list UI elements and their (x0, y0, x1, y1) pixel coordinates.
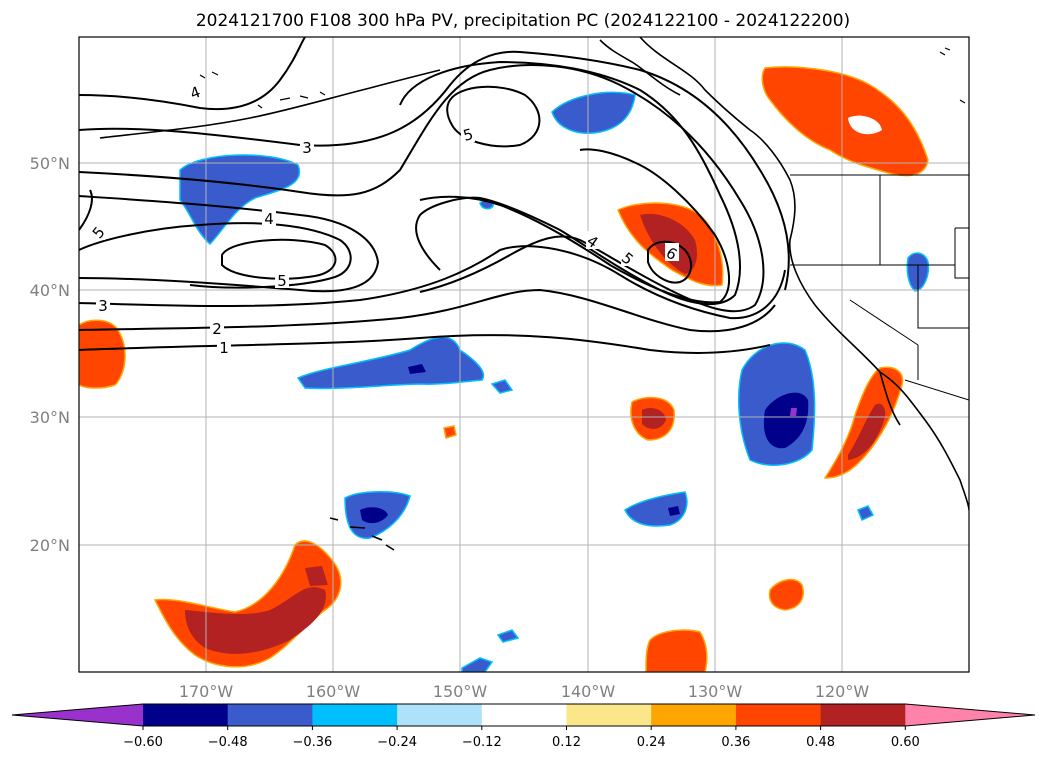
colorbar-segment (820, 704, 906, 726)
contour-label-2: 2 (212, 320, 222, 338)
precip-neg-area (496, 629, 520, 643)
precip-neg-area (461, 657, 494, 672)
colorbar-tick-label: −0.36 (292, 735, 332, 750)
colorbar-tick-label: 0.12 (552, 735, 581, 750)
colorbar-segment (735, 704, 822, 726)
colorbar-tick-label: 0.24 (637, 735, 666, 750)
precip-neg-area (179, 154, 301, 246)
pv-contour-5-cap (446, 85, 541, 148)
colorbar: −0.60 −0.48 −0.36 −0.24 −0.12 0.12 0.24 0.36 0.4… (11, 703, 1036, 750)
pv-contour-5-east (419, 148, 731, 304)
lon-label: 130°W (688, 682, 743, 701)
precip-neg-area (408, 364, 426, 374)
precip-neg-area (296, 336, 485, 390)
pv-contour-3-west (79, 189, 93, 231)
colorbar-segment (312, 704, 398, 726)
border-us-states (790, 175, 969, 401)
pv-contour-6-loop (647, 240, 692, 284)
lon-label: 160°W (306, 682, 361, 701)
colorbar-segment (481, 704, 567, 726)
contour-label-3b: 3 (302, 139, 312, 157)
map-frame (78, 36, 970, 673)
precip-neg-area (857, 505, 875, 522)
precip-positive-fills (79, 66, 929, 672)
coastline-aleutians (99, 69, 441, 139)
precip-neg-area (624, 491, 688, 527)
precip-pos-area (443, 425, 457, 439)
colorbar-tick-label: −0.60 (123, 735, 163, 750)
pv-contour-3-south (79, 245, 786, 320)
precip-pos-area (185, 587, 326, 654)
contour-label-5a: 5 (277, 272, 287, 290)
lon-label: 150°W (433, 682, 488, 701)
colorbar-tick-label: −0.12 (462, 735, 502, 750)
precip-pos-area (642, 408, 666, 429)
precip-neg-area (763, 392, 809, 449)
colorbar-tick-label: −0.24 (377, 735, 417, 750)
contour-label-5b: 5 (461, 125, 475, 145)
lon-label: 170°W (179, 682, 234, 701)
islands (199, 47, 966, 109)
lat-label: 40°N (30, 281, 70, 300)
precip-pos-area (848, 115, 882, 135)
colorbar-tick-label: 0.48 (806, 735, 835, 750)
precip-neg-area (668, 506, 680, 516)
lat-label: 30°N (30, 408, 70, 427)
map-panel: 1 2 3 3 4 4 4 5 5 5 5 6 50°N (30, 36, 970, 701)
precip-negative-fills (179, 91, 930, 672)
colorbar-segment (566, 704, 652, 726)
pv-contour-3-north (79, 50, 790, 291)
colorbar-tick-label: 0.36 (721, 735, 750, 750)
contour-label-1: 1 (219, 339, 229, 357)
colorbar-segment (651, 704, 737, 726)
gridlines (79, 37, 969, 672)
colorbar-extend-min (12, 704, 143, 726)
longitude-labels: 170°W 160°W 150°W 140°W 130°W 120°W (179, 682, 870, 701)
lon-label: 120°W (815, 682, 870, 701)
precip-pos-area (823, 366, 904, 479)
latitude-labels: 50°N 40°N 30°N 20°N (30, 154, 70, 555)
precip-neg-area (360, 507, 388, 524)
coastline-north-america (639, 37, 969, 511)
colorbar-extend-max (905, 704, 1035, 726)
pv-contour-5-loop (221, 238, 337, 280)
precip-neg-area (551, 91, 636, 134)
precip-pos-area (305, 566, 328, 586)
pv-contour-4-inner (79, 64, 765, 313)
pv-contour-2 (79, 288, 776, 333)
lat-label: 50°N (30, 154, 70, 173)
colorbar-segment (143, 704, 229, 726)
colorbar-segment (397, 704, 483, 726)
precip-pos-area (79, 319, 126, 389)
colorbar-tick-label: −0.48 (208, 735, 248, 750)
precip-pos-area (768, 578, 804, 611)
pv-contour-5-west (79, 195, 380, 293)
precip-pos-area (848, 403, 886, 460)
lat-label: 20°N (30, 536, 70, 555)
colorbar-segment (227, 704, 313, 726)
coastlines (99, 37, 969, 551)
lon-label: 140°W (561, 682, 616, 701)
coastline-hawaii (329, 517, 395, 551)
coastline-baja (879, 371, 901, 426)
contour-label-3a: 3 (98, 297, 108, 315)
map-title: 2024121700 F108 300 hPa PV, precipitatio… (196, 11, 850, 31)
contour-label-4a: 4 (264, 210, 274, 228)
precip-pos-area (645, 629, 708, 672)
precip-neg-area (490, 379, 514, 394)
coastline-alaska (599, 39, 681, 96)
precip-neg-area (790, 408, 797, 416)
colorbar-tick-label: 0.60 (891, 735, 920, 750)
pv-contours (79, 37, 790, 354)
contour-labels: 1 2 3 3 4 4 4 5 5 5 5 6 (89, 82, 680, 357)
pv-contour-4-north (79, 37, 306, 110)
borders (790, 174, 969, 401)
precip-pos-area (761, 66, 929, 177)
